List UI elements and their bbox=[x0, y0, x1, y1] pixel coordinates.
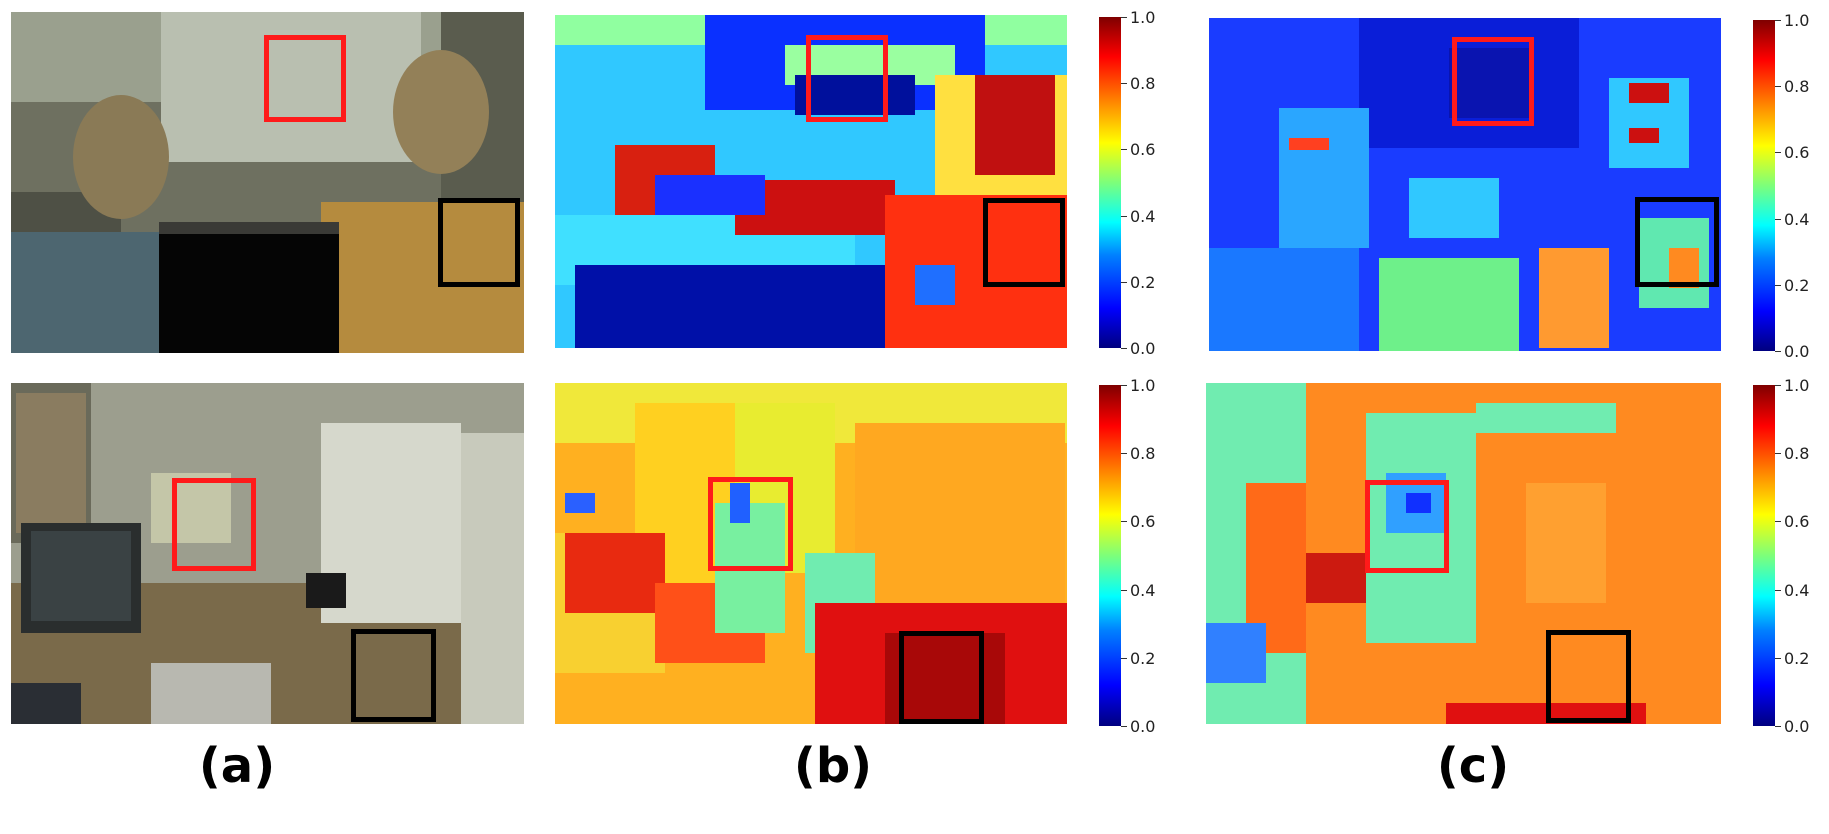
highlight-box-black bbox=[1546, 630, 1631, 723]
highlight-box-black bbox=[438, 198, 520, 287]
heatmap-b-row2-image bbox=[555, 383, 1067, 724]
heatmap-c-row2-image bbox=[1206, 383, 1721, 724]
colorbar-tick-label: 1.0 bbox=[1784, 11, 1810, 30]
colorbar-tick-label: 0.6 bbox=[1784, 143, 1810, 163]
colorbar-tick-label: 0.4 bbox=[1784, 209, 1810, 229]
highlight-box-black bbox=[899, 631, 984, 724]
colorbar-tick-label: 0.0 bbox=[1130, 717, 1156, 736]
heatmap-b-row1 bbox=[555, 15, 1067, 348]
colorbar-tick-label: 0.4 bbox=[1130, 206, 1156, 226]
heatmap-b-row1-image bbox=[555, 15, 1067, 348]
colorbar-tick-label: 0.2 bbox=[1130, 272, 1156, 292]
colorbar-tick-label: 1.0 bbox=[1784, 376, 1810, 395]
highlight-box-red bbox=[172, 478, 256, 571]
highlight-box-red bbox=[708, 477, 793, 571]
highlight-box-red bbox=[1452, 37, 1534, 126]
colorbar-tick-label: 0.0 bbox=[1784, 717, 1810, 736]
colorbar-c-row2: 0.0 0.2 0.4 0.6 0.8 1.0 bbox=[1753, 376, 1823, 736]
colorbar-tick-label: 0.0 bbox=[1784, 342, 1810, 361]
colorbar-tick-label: 0.6 bbox=[1130, 512, 1156, 532]
colorbar-gradient bbox=[1753, 385, 1775, 726]
heatmap-c-row1-image bbox=[1209, 18, 1721, 351]
photo-row2 bbox=[11, 383, 524, 724]
heatmap-c-row2 bbox=[1206, 383, 1721, 724]
highlight-box-black bbox=[983, 198, 1065, 287]
highlight-box-black bbox=[1635, 197, 1719, 287]
colorbar-b-row1: 0.0 0.2 0.4 0.6 0.8 1.0 bbox=[1099, 8, 1169, 358]
colorbar-tick-label: 0.4 bbox=[1130, 580, 1156, 600]
colorbar-tick-label: 0.8 bbox=[1130, 444, 1156, 464]
colorbar-tick-label: 1.0 bbox=[1130, 8, 1156, 27]
heatmap-c-row1 bbox=[1209, 18, 1721, 351]
highlight-box-red bbox=[1365, 480, 1449, 573]
colorbar-tick-label: 0.2 bbox=[1784, 275, 1810, 295]
colorbar-tick-label: 0.6 bbox=[1784, 512, 1810, 532]
colorbar-b-row2: 0.0 0.2 0.4 0.6 0.8 1.0 bbox=[1099, 376, 1169, 736]
colorbar-tick-label: 1.0 bbox=[1130, 376, 1156, 395]
caption-a: (a) bbox=[198, 738, 276, 794]
highlight-box-red bbox=[264, 35, 346, 122]
colorbar-gradient bbox=[1099, 17, 1121, 348]
colorbar-tick-label: 0.2 bbox=[1130, 648, 1156, 668]
colorbar-tick-label: 0.0 bbox=[1130, 339, 1156, 358]
colorbar-gradient bbox=[1753, 20, 1775, 351]
colorbar-tick-label: 0.6 bbox=[1130, 140, 1156, 160]
colorbar-tick-label: 0.8 bbox=[1130, 74, 1156, 94]
caption-c: (c) bbox=[1436, 738, 1510, 794]
colorbar-tick-label: 0.2 bbox=[1784, 648, 1810, 668]
colorbar-tick-label: 0.8 bbox=[1784, 77, 1810, 97]
colorbar-gradient bbox=[1099, 385, 1121, 726]
photo-row2-image bbox=[11, 383, 524, 724]
highlight-box-red bbox=[806, 35, 888, 122]
heatmap-b-row2 bbox=[555, 383, 1067, 724]
colorbar-tick-label: 0.8 bbox=[1784, 444, 1810, 464]
colorbar-tick-label: 0.4 bbox=[1784, 580, 1810, 600]
highlight-box-black bbox=[351, 629, 436, 722]
colorbar-c-row1: 0.0 0.2 0.4 0.6 0.8 1.0 bbox=[1753, 11, 1823, 361]
caption-b: (b) bbox=[793, 738, 873, 794]
